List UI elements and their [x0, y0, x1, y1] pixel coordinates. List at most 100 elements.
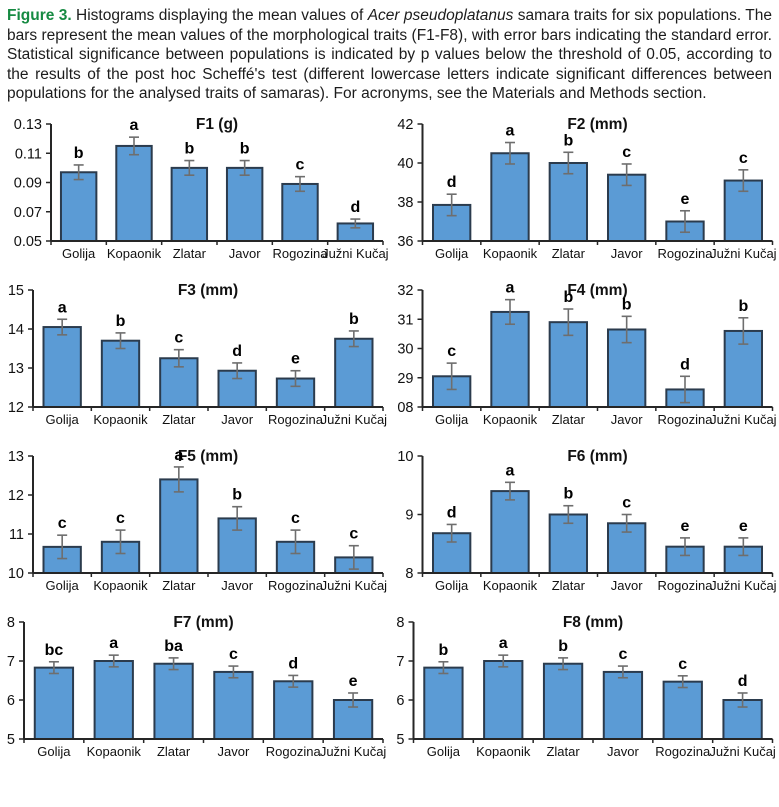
x-tick-label: Javor [611, 246, 643, 261]
x-tick-label: Kopaonik [107, 246, 162, 261]
x-tick-label: Južni Kučaj [710, 412, 777, 427]
y-tick-label: 30 [397, 341, 413, 357]
significance-letter: c [447, 343, 456, 360]
x-tick-label: Javor [221, 578, 253, 593]
charts-grid: F1 (g) 0.05 0.07 0.09 0.11 0.13 b Golija a Kopaon… [0, 110, 779, 774]
x-tick-label: Kopaonik [483, 246, 538, 261]
x-tick-label: Golija [46, 578, 80, 593]
significance-letter: b [232, 486, 242, 503]
y-tick-label: 0.11 [15, 146, 42, 162]
x-tick-label: Rogozina [658, 578, 714, 593]
significance-letter: c [678, 655, 687, 672]
chart-F1: F1 (g) 0.05 0.07 0.09 0.11 0.13 b Golija a Kopaon… [0, 110, 390, 276]
bar-F2-Kopaonik [490, 151, 530, 242]
x-tick-label: Južni Kučaj [710, 578, 777, 593]
x-tick-label: Golija [62, 246, 96, 261]
y-tick-label: 38 [397, 195, 413, 211]
x-tick-label: Kopaonik [483, 578, 538, 593]
significance-letter: a [506, 462, 515, 479]
caption-text-before: Histograms displaying the mean values of [71, 7, 368, 24]
x-tick-label: Rogozina [266, 744, 322, 759]
y-tick-label: 13 [8, 361, 24, 377]
bar-F8-Rogozina [662, 680, 703, 740]
y-tick-label: 42 [397, 117, 413, 133]
significance-letter: b [558, 637, 568, 654]
significance-letter: b [349, 311, 359, 328]
chart-F6: F6 (mm) 8 9 10 d Golija a Kopaonik b Zlatar c Javor… [390, 442, 779, 608]
chart-svg-F3: F3 (mm) 12 13 14 15 a Golija b Kopaonik c Zlatar d J… [8, 282, 387, 427]
y-tick-label: 13 [8, 449, 24, 465]
y-tick-label: 8 [7, 615, 15, 631]
significance-letter: c [622, 144, 631, 161]
x-tick-label: Zlatar [546, 744, 580, 759]
significance-letter: c [622, 494, 631, 511]
chart-svg-F5: F5 (mm) 10 11 12 13 c Golija c Kopaonik a Zlatar b J… [8, 446, 387, 593]
chart-F4: F4 (mm) 08 29 30 31 32 c Golija a Kopaonik b Zlatar… [390, 276, 779, 442]
x-tick-label: Zlatar [552, 412, 586, 427]
chart-title-F2: F2 (mm) [567, 116, 627, 133]
y-tick-label: 0.13 [14, 117, 42, 133]
y-tick-label: 8 [405, 566, 413, 582]
y-tick-label: 36 [397, 234, 413, 250]
bar-F1-Golija [59, 170, 98, 242]
significance-letter: b [439, 641, 449, 658]
chart-svg-F2: F2 (mm) 36 38 40 42 d Golija a Kopaonik b Zlatar c J… [397, 116, 777, 261]
significance-letter: a [506, 279, 515, 296]
y-tick-label: 15 [8, 283, 24, 299]
significance-letter: e [681, 190, 690, 207]
bar-F3-Golija [42, 325, 82, 408]
bar-F6-Kopaonik [490, 489, 530, 574]
significance-letter: d [447, 504, 457, 521]
bar-F8-Javor [602, 670, 644, 740]
chart-F2: F2 (mm) 36 38 40 42 d Golija a Kopaonik b Zlatar c J… [390, 110, 779, 276]
x-tick-label: Javor [611, 412, 643, 427]
bar-F4-Kopaonik [490, 310, 530, 408]
chart-title-F1: F1 (g) [196, 116, 238, 133]
significance-letter: bc [45, 641, 64, 658]
bar-F7-Zlatar [153, 662, 194, 740]
significance-letter: b [116, 312, 126, 329]
x-tick-label: Zlatar [173, 246, 207, 261]
y-tick-label: 32 [397, 283, 413, 299]
bar-F7-Javor [213, 670, 254, 740]
bar-F1-Javor [225, 166, 264, 242]
significance-letter: a [58, 299, 67, 316]
x-tick-label: Golija [435, 246, 469, 261]
significance-letter: d [738, 673, 748, 690]
y-tick-label: 14 [8, 322, 24, 338]
bar-F7-Kopaonik [93, 659, 134, 740]
x-tick-label: Rogozina [658, 412, 714, 427]
x-tick-label: Zlatar [162, 578, 196, 593]
significance-letter: a [506, 122, 515, 139]
significance-letter: b [563, 289, 573, 306]
bar-F5-Zlatar [159, 477, 199, 574]
y-tick-label: 10 [8, 566, 24, 582]
significance-letter: b [184, 140, 194, 157]
bar-F8-Golija [423, 666, 464, 740]
significance-letter: e [349, 673, 358, 690]
chart-title-F4: F4 (mm) [567, 282, 627, 299]
significance-letter: c [739, 149, 748, 166]
y-tick-label: 11 [9, 527, 24, 543]
y-tick-label: 31 [397, 312, 413, 328]
figure-caption: Figure 3. Histograms displaying the mean… [7, 6, 772, 104]
bar-F3-Kopaonik [100, 339, 141, 408]
significance-letter: b [622, 296, 632, 313]
chart-title-F7: F7 (mm) [173, 614, 233, 631]
bar-F1-Kopaonik [115, 144, 153, 242]
y-tick-label: 6 [396, 693, 404, 709]
chart-title-F5: F5 (mm) [178, 448, 238, 465]
significance-letter: a [109, 635, 118, 652]
y-tick-label: 10 [397, 449, 413, 465]
significance-letter: b [563, 485, 573, 502]
chart-F5: F5 (mm) 10 11 12 13 c Golija c Kopaonik a Zlatar b J… [0, 442, 390, 608]
bar-F8-Zlatar [542, 662, 584, 740]
x-tick-label: Kopaonik [476, 744, 531, 759]
bar-F3-Južni Kučaj [334, 337, 374, 408]
y-tick-label: 0.07 [14, 204, 42, 220]
significance-letter: b [240, 140, 250, 157]
significance-letter: c [618, 646, 627, 663]
x-tick-label: Kopaonik [93, 412, 148, 427]
x-tick-label: Južni Kučaj [710, 246, 777, 261]
